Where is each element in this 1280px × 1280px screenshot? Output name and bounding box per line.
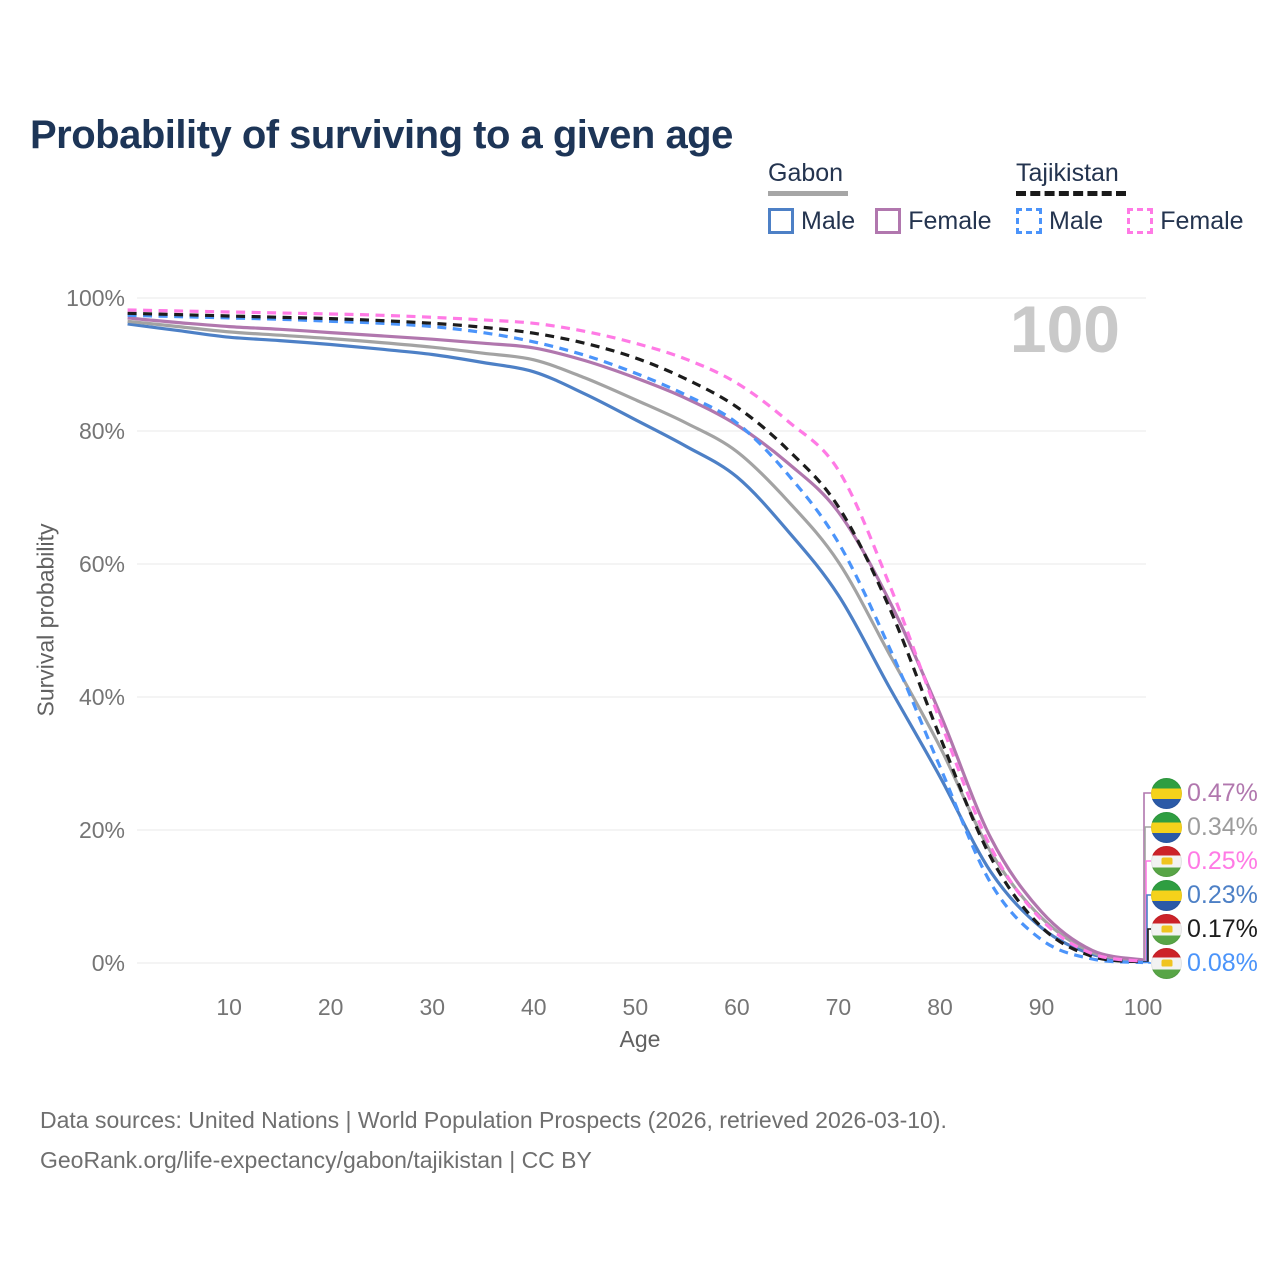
end-label-row-gabon-male: 0.23%	[1151, 879, 1258, 911]
end-label-row-gabon-all: 0.34%	[1151, 811, 1258, 843]
gabon-female-swatch-icon	[875, 208, 902, 234]
x-tick-label: 60	[724, 994, 750, 1020]
curve-tajikistan-female[interactable]	[127, 308, 1144, 963]
x-tick-label: 80	[927, 994, 953, 1020]
legend-group-tajikistan: Tajikistan Male Female	[1016, 159, 1244, 236]
legend-item-gabon-female[interactable]: Female	[875, 206, 992, 236]
end-label-value: 0.25%	[1187, 846, 1258, 875]
x-tick-label: 30	[419, 994, 446, 1020]
end-label-row-gabon-female: 0.47%	[1151, 777, 1258, 809]
gabon-flag-icon	[1151, 811, 1182, 843]
end-label-value: 0.34%	[1187, 812, 1258, 841]
gabon-flag-icon	[1151, 879, 1182, 911]
x-tick-label: 20	[317, 994, 344, 1020]
crown-icon	[1161, 925, 1172, 933]
end-label-value: 0.47%	[1187, 778, 1258, 807]
end-label-leader	[1143, 961, 1151, 964]
y-tick-label: 60%	[78, 551, 125, 577]
y-tick-label: 40%	[78, 684, 125, 710]
legend-group-gabon: Gabon Male Female	[768, 159, 992, 236]
tajikistan-line-sample	[1016, 190, 1126, 196]
x-tick-label: 50	[622, 994, 649, 1020]
end-label-value: 0.23%	[1187, 880, 1258, 909]
legend-label: Female	[1160, 206, 1244, 235]
end-label-row-tajikistan-male: 0.08%	[1151, 947, 1258, 979]
data-source-text: Data sources: United Nations | World Pop…	[40, 1107, 947, 1133]
curve-gabon-female[interactable]	[127, 316, 1144, 962]
legend-label: Male	[1049, 206, 1104, 235]
tajikistan-flag-icon	[1151, 845, 1182, 877]
end-label-value: 0.17%	[1187, 914, 1258, 943]
y-tick-label: 80%	[78, 418, 125, 444]
x-tick-label: 40	[521, 994, 547, 1020]
attribution-text: GeoRank.org/life-expectancy/gabon/tajiki…	[40, 1147, 592, 1173]
tajikistan-flag-icon	[1151, 913, 1182, 945]
legend-country-tajikistan: Tajikistan	[1016, 159, 1119, 187]
gabon-line-sample	[768, 190, 848, 196]
legend-item-tajikistan-female[interactable]: Female	[1127, 206, 1244, 236]
curve-tajikistan-male[interactable]	[127, 313, 1144, 965]
legend-label: Female	[908, 206, 992, 235]
x-tick-label: 10	[216, 994, 242, 1020]
gabon-male-swatch-icon	[768, 208, 794, 234]
y-tick-label: 0%	[91, 950, 125, 976]
legend-label: Male	[801, 206, 856, 235]
gabon-flag-icon	[1151, 777, 1182, 809]
curve-gabon-male[interactable]	[127, 322, 1144, 964]
curve-tajikistan-all[interactable]	[127, 311, 1144, 964]
tajikistan-female-swatch-icon	[1127, 208, 1154, 234]
end-label-value: 0.08%	[1187, 948, 1258, 977]
page-title: Probability of surviving to a given age	[30, 112, 733, 157]
x-tick-label: 70	[825, 994, 852, 1020]
legend-country-gabon: Gabon	[768, 159, 844, 187]
tajikistan-flag-icon	[1151, 947, 1182, 979]
y-tick-label: 20%	[78, 817, 125, 843]
crown-icon	[1161, 857, 1172, 865]
x-tick-label: 100	[1123, 994, 1163, 1020]
curve-gabon-all[interactable]	[127, 319, 1144, 963]
end-label-row-tajikistan-female: 0.25%	[1151, 845, 1258, 877]
x-axis-title: Age	[619, 1026, 661, 1052]
tajikistan-male-swatch-icon	[1016, 208, 1042, 234]
legend-item-tajikistan-male[interactable]: Male	[1016, 207, 1103, 236]
crown-icon	[1161, 959, 1172, 967]
age-counter-watermark: 100	[1009, 292, 1120, 366]
y-tick-label: 100%	[66, 285, 125, 311]
legend-item-gabon-male[interactable]: Male	[768, 207, 855, 236]
end-label-row-tajikistan-all: 0.17%	[1151, 913, 1258, 945]
x-tick-label: 90	[1028, 994, 1055, 1020]
